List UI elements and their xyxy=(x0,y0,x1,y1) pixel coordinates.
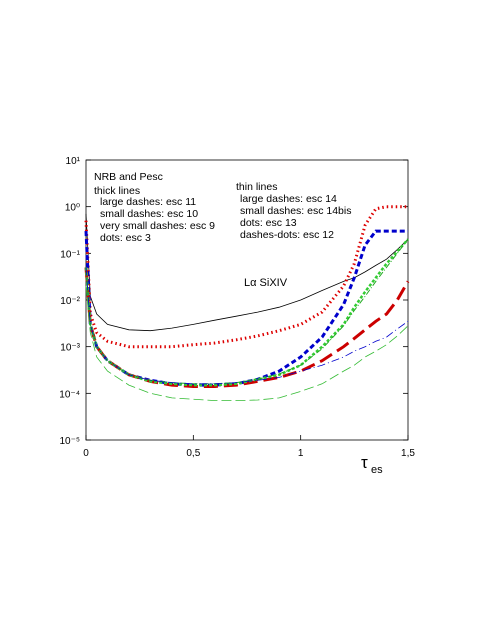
series-line xyxy=(85,213,409,332)
series-line xyxy=(85,238,409,385)
y-tick-label: 10⁰ xyxy=(65,203,80,214)
annotation: Lα SiXIV xyxy=(244,277,288,289)
x-axis-label: τ xyxy=(361,453,368,472)
series-line xyxy=(85,285,409,402)
y-tick-label: 10⁻⁵ xyxy=(59,436,80,447)
series-line xyxy=(84,229,408,387)
x-tick-label: 0,5 xyxy=(186,448,200,459)
series-line xyxy=(84,238,409,387)
annotation: dots: esc 13 xyxy=(240,217,297,229)
annotation: dashes-dots: esc 12 xyxy=(240,229,334,241)
y-tick-label: 10¹ xyxy=(66,156,81,167)
annotation: thin lines xyxy=(236,181,277,193)
y-tick-label: 10⁻³ xyxy=(60,343,80,354)
annotation: large dashes: esc 14 xyxy=(240,193,337,205)
x-tick-label: 1,5 xyxy=(401,448,415,459)
y-tick-label: 10⁻² xyxy=(60,296,80,307)
y-tick-label: 10⁻⁴ xyxy=(59,389,80,400)
series-line xyxy=(84,205,408,349)
annotation: NRB and Pesc xyxy=(94,171,163,183)
x-axis-label-subscript: es xyxy=(371,464,383,476)
y-tick-label: 10⁻¹ xyxy=(60,249,80,260)
annotation: large dashes: esc 11 xyxy=(100,196,196,208)
annotation: small dashes: esc 10 xyxy=(100,208,198,220)
annotation: very small dashes: esc 9 xyxy=(100,220,215,232)
series-line xyxy=(85,267,409,385)
annotation: thick lines xyxy=(94,185,140,197)
x-tick-label: 0 xyxy=(83,448,89,459)
annotation: small dashes: esc 14bis xyxy=(240,205,351,217)
annotation: dots: esc 3 xyxy=(100,232,151,244)
x-tick-label: 1 xyxy=(298,448,304,459)
